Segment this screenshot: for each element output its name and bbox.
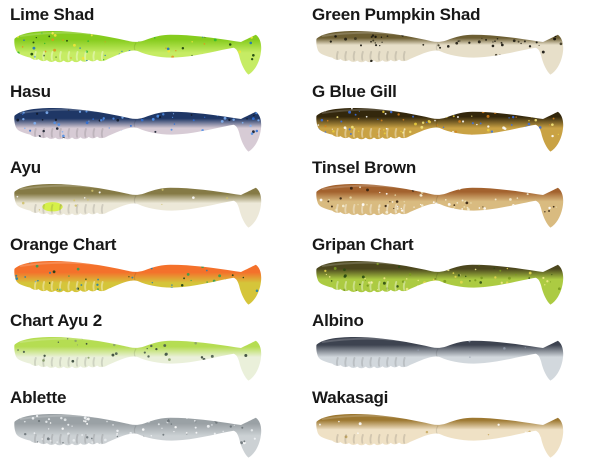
lure-image: [316, 414, 564, 458]
product-name: Lime Shad: [10, 5, 95, 24]
lure-image: [316, 184, 564, 228]
product-name: Tinsel Brown: [312, 158, 417, 178]
lure-image: [316, 31, 564, 75]
product-card: Hasu: [0, 77, 302, 154]
product-name: Orange Chart: [10, 234, 117, 254]
product-name: Hasu: [10, 81, 51, 101]
lure-image: [14, 31, 262, 75]
product-name: Gripan Chart: [312, 234, 414, 254]
lure-image: [14, 184, 262, 228]
product-card: Wakasagi: [302, 383, 603, 460]
product-name: Green Pumpkin Shad: [312, 5, 481, 24]
product-name: Wakasagi: [312, 387, 389, 407]
product-card: Tinsel Brown: [302, 153, 603, 230]
lure-image: [316, 337, 564, 382]
product-name: G Blue Gill: [312, 81, 397, 101]
lure-image: [14, 107, 262, 152]
lure-image: [316, 107, 564, 152]
product-card: Lime Shad: [0, 0, 302, 77]
product-card: Green Pumpkin Shad: [302, 0, 603, 77]
product-name: Chart Ayu 2: [10, 311, 102, 331]
product-name: Ayu: [10, 158, 41, 178]
lure-image: [316, 260, 564, 305]
product-card: Albino: [302, 306, 603, 383]
product-card: G Blue Gill: [302, 77, 603, 154]
product-name: Ablette: [10, 387, 67, 407]
product-card: Ayu: [0, 153, 302, 230]
lure-image: [14, 414, 262, 458]
product-card: Gripan Chart: [302, 230, 603, 307]
product-card: Orange Chart: [0, 230, 302, 307]
product-name: Albino: [312, 311, 364, 331]
lure-image: [14, 260, 262, 305]
lure-image: [14, 337, 262, 382]
product-card: Chart Ayu 2: [0, 306, 302, 383]
product-card: Ablette: [0, 383, 302, 460]
